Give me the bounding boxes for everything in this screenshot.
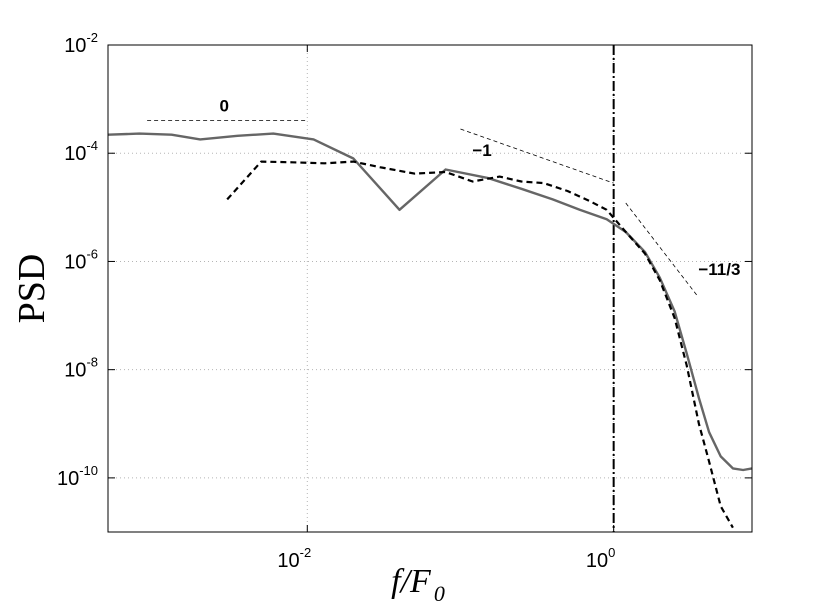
axes-frame	[107, 44, 753, 533]
y-tick-exponent: -10	[79, 463, 98, 478]
y-tick-label: 10-10	[57, 463, 98, 490]
y-tick-base: 10	[57, 468, 79, 490]
x-axis-label: f/F 0	[391, 563, 445, 604]
grid	[108, 44, 752, 532]
solid-series-line	[107, 132, 753, 472]
x-tick-exponent: 0	[608, 545, 615, 560]
x-tick-base: 10	[277, 550, 299, 572]
y-tick-base: 10	[64, 35, 86, 57]
y-axis-ticks: 10-210-410-610-810-10	[57, 30, 752, 490]
axis-labels: PSD f/F 0	[11, 254, 445, 604]
y-tick-exponent: -6	[86, 246, 98, 261]
slope-guide-line	[625, 202, 698, 296]
x-axis-ticks: 10-2 100	[277, 45, 615, 572]
x-tick-label: 100	[586, 545, 615, 572]
x-tick-base: 10	[586, 550, 608, 572]
y-tick-exponent: -4	[86, 138, 98, 153]
slope-label: −1	[472, 141, 491, 160]
y-tick-label: 10-4	[64, 138, 98, 165]
y-tick-base: 10	[64, 143, 86, 165]
slope-guide-line	[460, 128, 614, 184]
dashed-series-line	[226, 160, 734, 529]
y-tick-label: 10-8	[64, 355, 98, 382]
y-tick-exponent: -2	[86, 30, 98, 45]
y-tick-base: 10	[64, 360, 86, 382]
slope-label: −11/3	[698, 260, 740, 279]
y-tick-label: 10-6	[64, 246, 98, 273]
y-axis-label: PSD	[11, 254, 53, 324]
x-tick-label: 10-2	[277, 545, 311, 572]
slope-guides: 0 −1 −11/3	[147, 97, 740, 296]
x-axis-label-base: f/F	[391, 563, 432, 600]
slope-label: 0	[219, 97, 228, 116]
y-tick-base: 10	[64, 251, 86, 273]
x-tick-exponent: -2	[300, 545, 312, 560]
y-tick-exponent: -8	[86, 355, 98, 370]
x-axis-label-subscript: 0	[434, 581, 445, 604]
series-lines	[107, 132, 753, 529]
y-tick-label: 10-2	[64, 30, 98, 57]
